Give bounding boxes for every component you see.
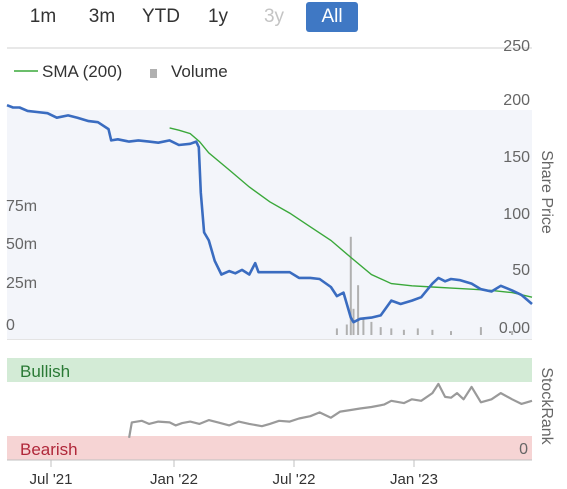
range-button-all[interactable]: All bbox=[306, 2, 358, 32]
date-tick-label: Jul '21 bbox=[30, 471, 73, 488]
volume-bar bbox=[379, 327, 382, 335]
range-button-1y[interactable]: 1y bbox=[207, 6, 229, 27]
price-fill-area bbox=[7, 105, 532, 339]
legend-volume-swatch bbox=[150, 69, 157, 78]
legend: SMA (200) Volume bbox=[14, 62, 228, 81]
volume-bar bbox=[479, 327, 482, 335]
stockrank-tick: 0 bbox=[519, 441, 528, 458]
price-area bbox=[7, 105, 532, 339]
volume-bar bbox=[349, 236, 352, 336]
volume-tick: 50m bbox=[6, 236, 37, 253]
price-tick: 100 bbox=[503, 206, 530, 223]
bullish-label: Bullish bbox=[20, 362, 70, 381]
range-button-1m[interactable]: 1m bbox=[29, 6, 57, 27]
range-selector: 1m 3m YTD 1y 3y All bbox=[0, 0, 567, 34]
range-button-3m[interactable]: 3m bbox=[88, 6, 116, 27]
range-button-ytd[interactable]: YTD bbox=[142, 6, 180, 27]
volume-bar bbox=[362, 319, 365, 335]
volume-bar bbox=[390, 328, 393, 335]
price-tick: 50 bbox=[512, 262, 530, 279]
legend-volume-label: Volume bbox=[171, 62, 228, 81]
price-tick: 0.00 bbox=[499, 320, 530, 337]
volume-bar bbox=[402, 329, 405, 335]
bearish-band bbox=[7, 436, 532, 460]
date-tick-label: Jan '23 bbox=[390, 471, 438, 488]
stockrank-axis-title: StockRank bbox=[538, 367, 555, 445]
stockrank-series bbox=[128, 382, 533, 438]
volume-bar bbox=[370, 321, 373, 335]
volume-tick: 0 bbox=[6, 317, 15, 334]
price-line bbox=[6, 103, 533, 324]
date-tick-label: Jan '22 bbox=[150, 471, 198, 488]
price-tick: 200 bbox=[503, 92, 530, 109]
volume-bar bbox=[431, 329, 434, 335]
price-tick: 150 bbox=[503, 149, 530, 166]
bullish-band bbox=[7, 358, 532, 382]
bearish-label: Bearish bbox=[20, 440, 78, 459]
legend-sma-label: SMA (200) bbox=[42, 62, 122, 81]
sma-series bbox=[169, 127, 533, 298]
date-axis: Jul '21 Jan '22 Jul '22 Jan '23 bbox=[30, 460, 438, 488]
volume-bar bbox=[357, 285, 360, 335]
volume-tick: 75m bbox=[6, 198, 37, 215]
range-button-3y: 3y bbox=[263, 6, 285, 27]
volume-bar bbox=[335, 328, 338, 335]
volume-axis: 75m 50m 25m 0 bbox=[6, 198, 37, 334]
price-axis-title: Share Price bbox=[538, 150, 555, 234]
volume-bar bbox=[511, 331, 514, 335]
date-tick-label: Jul '22 bbox=[273, 471, 316, 488]
volume-bar bbox=[450, 331, 452, 335]
sma-line bbox=[169, 127, 533, 298]
stockrank-line bbox=[128, 382, 533, 438]
volume-bar bbox=[345, 324, 348, 335]
price-axis: 250 200 150 100 50 0.00 Share Price bbox=[499, 38, 555, 337]
volume-bars bbox=[335, 236, 514, 336]
price-series bbox=[6, 103, 533, 324]
volume-bar bbox=[416, 328, 419, 335]
volume-tick: 25m bbox=[6, 275, 37, 292]
price-tick: 250 bbox=[503, 38, 530, 55]
